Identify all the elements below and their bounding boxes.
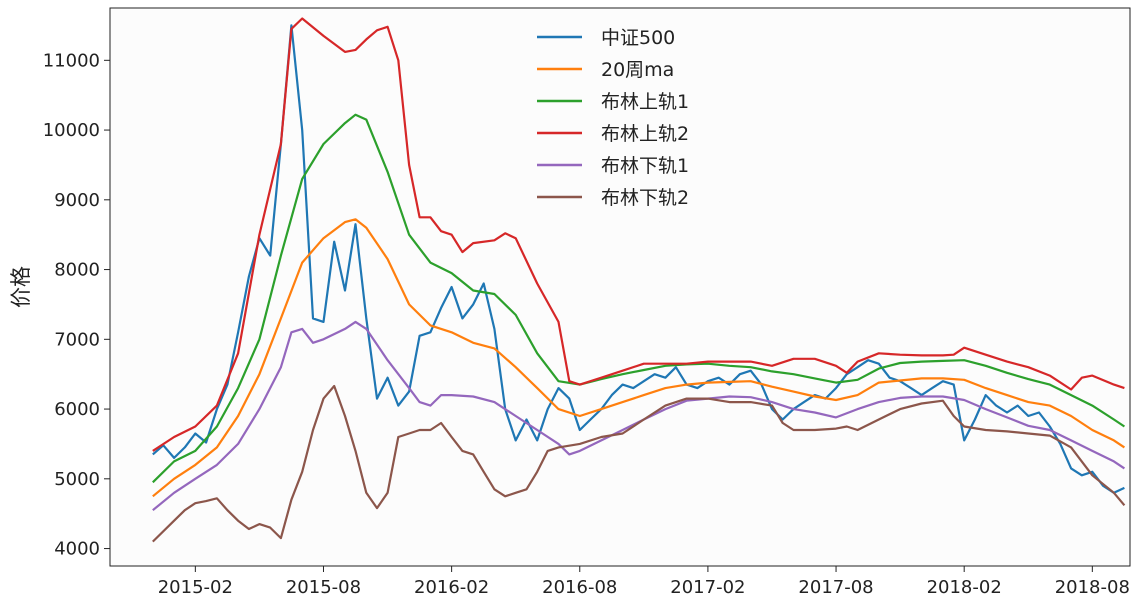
plot-background — [110, 8, 1130, 566]
x-tick-label: 2015-08 — [286, 577, 361, 598]
y-tick-label: 9000 — [54, 190, 100, 211]
series-line-2 — [152, 218, 1126, 498]
y-tick-label: 7000 — [54, 329, 100, 350]
x-tick-label: 2016-08 — [542, 577, 617, 598]
x-tick-label: 2016-02 — [414, 577, 489, 598]
y-axis-title: 价格 — [9, 266, 33, 308]
series-line-6 — [152, 384, 1126, 543]
legend-label-6: 布林下轨2 — [601, 187, 689, 209]
legend-label-4: 布林上轨2 — [601, 123, 689, 145]
y-tick-label: 6000 — [54, 399, 100, 420]
series-line-5 — [152, 320, 1126, 512]
x-tick-label: 2018-02 — [927, 577, 1002, 598]
legend-label-2: 20周ma — [601, 59, 674, 81]
legend: 中证500 20周ma 布林上轨1 布林上轨2 布林下轨1 布林下轨2 — [537, 27, 689, 209]
x-axis: 2015-02 2015-08 2016-02 2016-08 2017-02 2017-… — [158, 566, 1130, 598]
legend-label-5: 布林下轨1 — [601, 155, 689, 177]
legend-label-1: 中证500 — [601, 27, 675, 49]
series-line-3 — [152, 113, 1126, 484]
series-line-4 — [152, 17, 1125, 452]
legend-label-3: 布林上轨1 — [601, 91, 689, 113]
y-tick-label: 11000 — [43, 50, 100, 71]
x-tick-label: 2015-02 — [158, 577, 233, 598]
plot-frame — [109, 7, 1131, 567]
x-tick-label: 2017-08 — [798, 577, 873, 598]
y-tick-label: 8000 — [54, 260, 100, 281]
y-axis: 4000 5000 6000 7000 8000 9000 10000 11000 — [43, 50, 110, 560]
series-line-1 — [152, 24, 1125, 494]
y-tick-label: 4000 — [54, 539, 100, 560]
y-tick-label: 5000 — [54, 469, 100, 490]
x-tick-label: 2017-02 — [670, 577, 745, 598]
x-tick-label: 2018-08 — [1055, 577, 1130, 598]
series-layer — [152, 17, 1126, 543]
y-tick-label: 10000 — [43, 120, 100, 141]
